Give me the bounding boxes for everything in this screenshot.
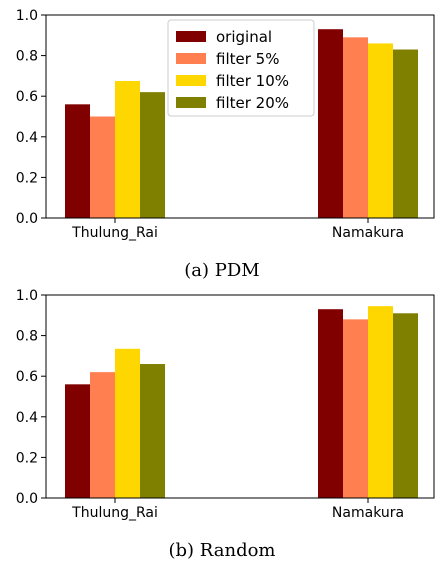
bar-namakura-filter-10pct [368, 306, 393, 498]
y-tick-label: 0.8 [16, 329, 38, 345]
bar-thulung-rai-original [65, 384, 90, 498]
bar-namakura-filter-20pct [393, 49, 418, 219]
bar-thulung-rai-filter-10pct [115, 348, 140, 498]
plot-frame [45, 294, 435, 499]
bar-namakura-original [318, 309, 343, 498]
plot-frame [45, 14, 435, 219]
y-tick-label: 1.0 [16, 8, 38, 24]
legend-label-filter-20pct: filter 20% [216, 94, 289, 112]
legend-box [167, 19, 315, 117]
x-tick-label-thulung-rai: Thulung_Rai [71, 225, 158, 241]
caption-random: (b) Random [168, 540, 275, 561]
x-tick-label-namakura: Namakura [332, 505, 404, 521]
legend-label-filter-5pct: filter 5% [216, 50, 279, 68]
y-tick-label: 0.6 [16, 89, 38, 105]
x-tick-label-namakura: Namakura [332, 225, 404, 241]
legend-label-filter-10pct: filter 10% [216, 72, 289, 90]
chart-pdm: 0.0 0.2 0.4 0.6 0.8 1.0 Thulung_Rai Namakura ori… [16, 8, 435, 241]
y-tick-label: 1.0 [16, 288, 38, 304]
y-tick-label: 0.4 [16, 130, 38, 146]
y-tick-label: 0.2 [16, 170, 38, 186]
bar-namakura-filter-5pct [343, 37, 368, 218]
legend-swatch-original [176, 31, 206, 42]
bar-namakura-filter-5pct [343, 319, 368, 498]
legend-swatch-filter-10pct [176, 75, 206, 86]
x-tick-label-thulung-rai: Thulung_Rai [71, 505, 158, 521]
caption-pdm: (a) PDM [184, 260, 259, 281]
bar-namakura-original [318, 29, 343, 219]
bar-thulung-rai-filter-20pct [140, 364, 165, 498]
bar-namakura-filter-10pct [368, 43, 393, 218]
y-tick-label: 0.0 [16, 491, 38, 507]
legend-label-original: original [216, 28, 272, 46]
legend: original filter 5% filter 10% filter 20% [167, 19, 315, 117]
bar-namakura-filter-20pct [393, 313, 418, 498]
y-tick-label: 0.0 [16, 211, 38, 227]
bar-thulung-rai-filter-10pct [115, 80, 140, 218]
y-tick-label: 0.4 [16, 410, 38, 426]
y-tick-label: 0.2 [16, 450, 38, 466]
legend-swatch-filter-5pct [176, 53, 206, 64]
bar-thulung-rai-filter-5pct [90, 372, 115, 498]
y-tick-label: 0.6 [16, 369, 38, 385]
bar-thulung-rai-original [65, 104, 90, 218]
chart-random: 0.0 0.2 0.4 0.6 0.8 1.0 Thulung_Rai Namakura [16, 288, 435, 521]
bar-thulung-rai-filter-5pct [90, 116, 115, 218]
legend-swatch-filter-20pct [176, 97, 206, 108]
bar-thulung-rai-filter-20pct [140, 92, 165, 218]
y-tick-label: 0.8 [16, 49, 38, 65]
